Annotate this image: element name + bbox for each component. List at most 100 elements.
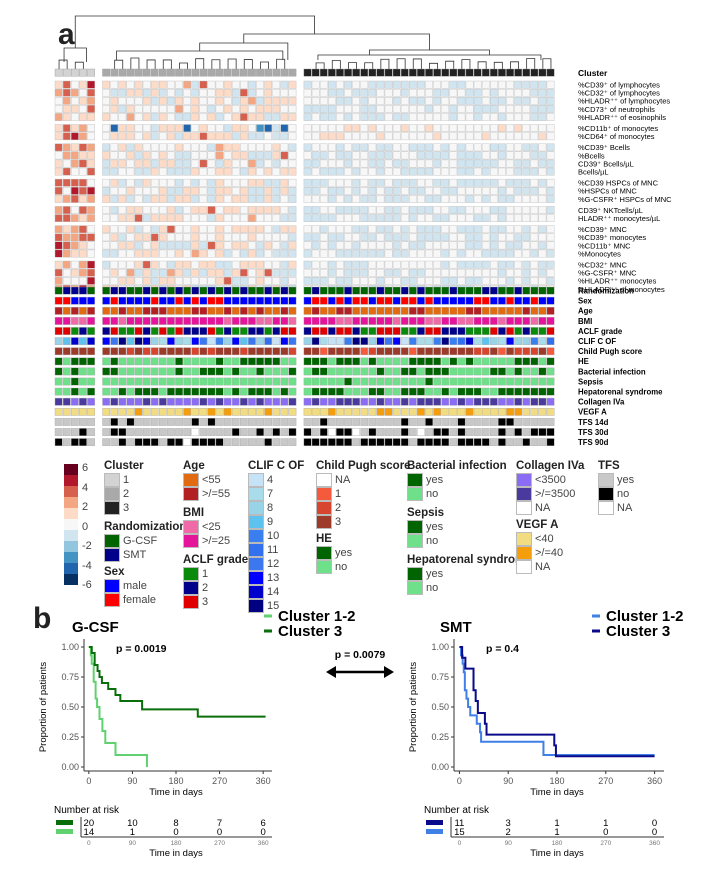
annotation-cell: [79, 357, 87, 366]
legend-item: yes: [407, 567, 532, 581]
annotation-cell: [506, 438, 514, 447]
annotation-cell: [223, 428, 232, 436]
annotation-cell: [352, 317, 361, 325]
cluster-cell: [490, 68, 498, 77]
heatmap-cell: [490, 195, 498, 203]
heatmap-cell: [142, 151, 151, 160]
annotation-cell: [490, 387, 498, 396]
heatmap-cell: [199, 143, 208, 152]
heatmap-cell: [376, 277, 385, 285]
heatmap-cell: [311, 143, 320, 152]
heatmap-cell: [134, 214, 143, 223]
annotation-cell: [465, 438, 474, 447]
legend-label: female: [123, 594, 157, 606]
heatmap-cell: [506, 268, 514, 277]
annotation-cell: [239, 357, 248, 366]
heatmap-cell: [352, 88, 361, 97]
heatmap-cell: [54, 214, 63, 223]
annotation-cell: [352, 286, 361, 295]
heatmap-cell: [392, 167, 401, 176]
legend-item: 1: [183, 567, 248, 581]
annotation-cell: [150, 387, 159, 396]
annotation-cell: [465, 387, 474, 396]
annotation-cell: [425, 418, 433, 426]
annotation-cell: [199, 397, 208, 406]
row-label: %CD39⁺ MNC: [578, 225, 628, 234]
heatmap-cell: [506, 151, 514, 160]
annotation-cell: [417, 317, 425, 325]
heatmap-cell: [352, 214, 361, 223]
risk-row-key: [426, 820, 443, 825]
annotation-cell: [54, 357, 63, 366]
heatmap-cell: [481, 88, 490, 97]
legend-swatch: [316, 515, 332, 529]
heatmap-cell: [280, 151, 289, 160]
heatmap-cell: [79, 132, 87, 141]
annotation-cell: [199, 337, 208, 346]
heatmap-cell: [256, 233, 264, 242]
heatmap-cell: [62, 195, 71, 203]
heatmap-cell: [417, 167, 425, 176]
annotation-cell: [311, 296, 320, 305]
heatmap-cell: [223, 159, 232, 168]
annotation-cell: [248, 337, 256, 346]
annotation-cell: [264, 337, 273, 346]
risk-count: 6: [261, 818, 266, 829]
heatmap-cell: [392, 277, 401, 285]
annotation-cell: [223, 296, 232, 305]
heatmap-cell: [79, 260, 87, 269]
heatmap-cell: [336, 96, 344, 105]
annotation-cell: [376, 317, 385, 325]
annotation-cell: [280, 286, 289, 295]
heatmap-cell: [409, 268, 417, 277]
heatmap-cell: [142, 233, 151, 242]
legend-item: NA: [316, 473, 411, 487]
annotation-cell: [54, 418, 63, 426]
heatmap-cell: [433, 132, 442, 141]
colorbar-swatch: [64, 497, 78, 508]
annotation-cell: [239, 428, 248, 436]
heatmap-cell: [465, 268, 474, 277]
y-tick-label: 0.50: [431, 702, 449, 712]
heatmap-cell: [425, 277, 433, 285]
annotation-cell: [215, 317, 224, 325]
heatmap-cell: [79, 88, 87, 97]
heatmap-cell: [400, 88, 409, 97]
annotation-cell: [110, 337, 119, 346]
heatmap-cell: [303, 206, 312, 214]
heatmap-cell: [134, 159, 143, 168]
legend-label: NA: [617, 502, 633, 514]
heatmap-cell: [79, 268, 87, 277]
heatmap-cell: [126, 195, 135, 203]
heatmap-cell: [425, 105, 433, 113]
annotation-cell: [150, 418, 159, 426]
heatmap-cell: [62, 206, 71, 214]
heatmap-cell: [303, 195, 312, 203]
heatmap-cell: [319, 241, 328, 250]
annotation-cell: [392, 367, 401, 376]
row-label: %Monocytes: [578, 249, 621, 258]
annotation-cell: [514, 367, 523, 376]
heatmap-cell: [360, 80, 369, 89]
annotation-cell: [498, 397, 506, 406]
annotation-cell: [288, 337, 297, 346]
annotation-cell: [368, 286, 377, 295]
heatmap-cell: [465, 105, 474, 113]
heatmap-cell: [360, 206, 369, 214]
heatmap-cell: [457, 241, 466, 250]
legend-swatch: [598, 487, 614, 501]
heatmap-cell: [538, 225, 547, 234]
heatmap-cell: [248, 225, 256, 234]
annotation-cell: [481, 418, 490, 426]
annotation-cell: [530, 387, 539, 396]
heatmap-cell: [102, 214, 111, 223]
heatmap-cell: [126, 206, 135, 214]
risk-count: 1: [554, 827, 559, 838]
annotation-cell: [344, 296, 352, 305]
annotation-cell: [183, 438, 192, 447]
annotation-cell: [538, 408, 547, 416]
annotation-cell: [191, 428, 200, 436]
heatmap-cell: [311, 206, 320, 214]
heatmap-cell: [328, 277, 336, 285]
annotation-cell: [231, 438, 240, 447]
